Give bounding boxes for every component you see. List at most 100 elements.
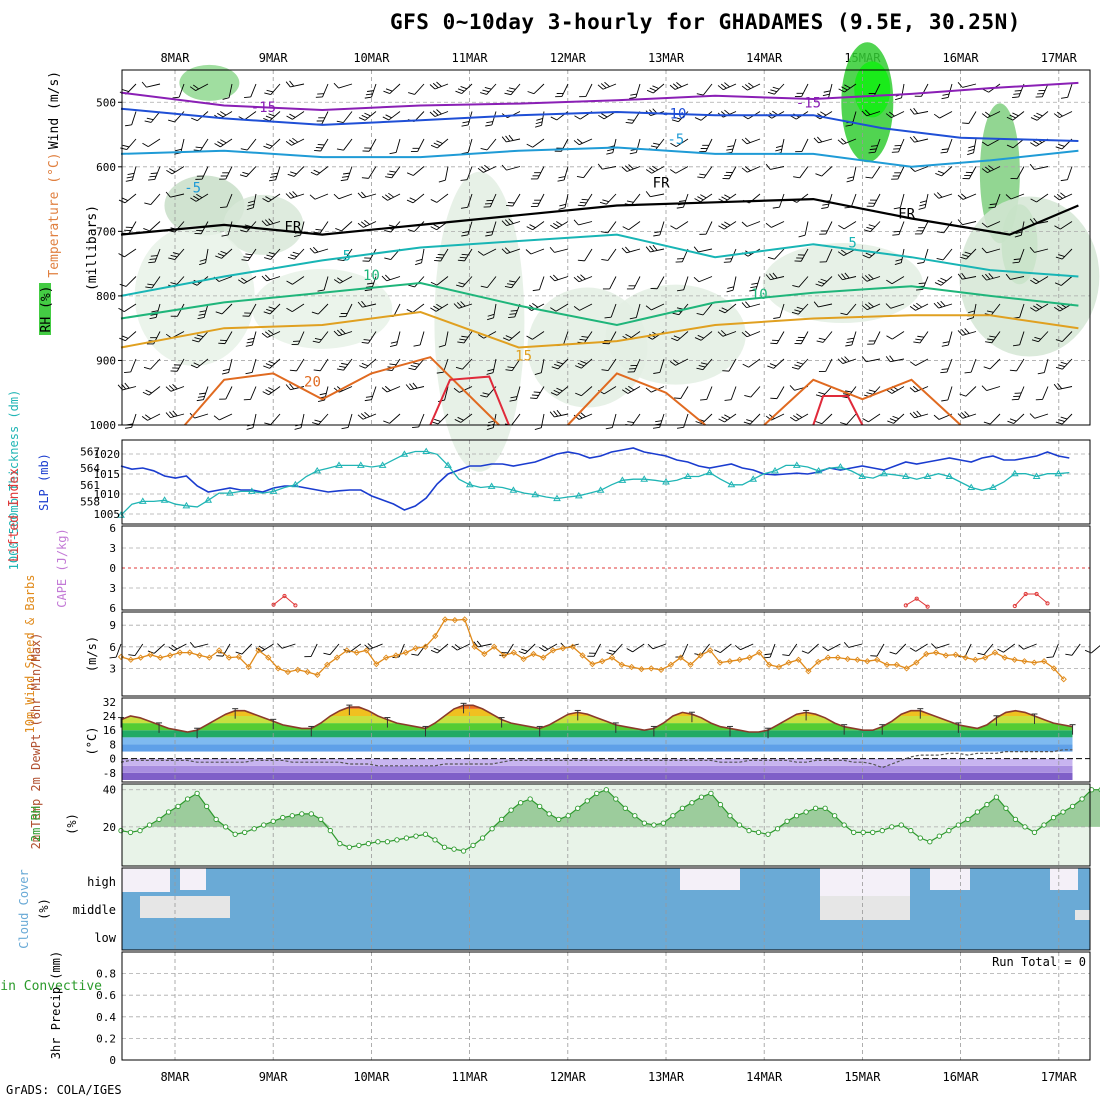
wind-barb xyxy=(645,165,665,174)
wind-speed-marker xyxy=(638,665,645,673)
date-label-top: 9MAR xyxy=(259,51,289,65)
thickness-marker xyxy=(335,461,343,468)
thickness-marker xyxy=(226,489,234,496)
wind-barb xyxy=(172,83,185,99)
wind-barb xyxy=(143,221,161,232)
wind-barb xyxy=(652,413,665,429)
wind-barb xyxy=(861,356,881,363)
wind-barb xyxy=(1060,83,1073,99)
rh-marker xyxy=(613,796,619,802)
wind-speed-marker xyxy=(913,659,920,666)
wind-barb xyxy=(286,303,305,313)
wind-speed-marker xyxy=(353,649,360,656)
rh-marker xyxy=(261,822,267,828)
temp-band xyxy=(122,765,1073,773)
isotherm-25 xyxy=(429,375,510,426)
slp-tick-label: 1020 xyxy=(94,448,121,461)
wind-barb xyxy=(501,247,521,254)
wind-barb xyxy=(357,411,377,420)
rh-marker xyxy=(270,818,276,824)
wind-barb xyxy=(1011,386,1025,401)
wind-barb xyxy=(959,248,977,260)
surface-wind-barb xyxy=(782,643,798,657)
surface-wind-barb xyxy=(128,643,144,657)
axis-label-2m-rh: 2m RH xyxy=(29,806,43,842)
rh-marker xyxy=(841,822,847,828)
thickness-marker xyxy=(814,466,823,474)
thickness-marker xyxy=(313,466,322,474)
wind-barb xyxy=(577,193,593,207)
wind-barb xyxy=(165,410,185,419)
wind-barb xyxy=(645,191,665,198)
date-label-top: 8MAR xyxy=(161,51,191,65)
wind-barb xyxy=(837,138,857,145)
date-label-top: 11MAR xyxy=(452,51,489,65)
wind-barb xyxy=(501,111,521,119)
wind-barb xyxy=(383,83,401,94)
wind-speed-marker xyxy=(589,660,596,668)
wind-barb xyxy=(335,221,353,232)
axis-label-temperature: Temperature (°C) xyxy=(47,152,62,277)
wind-barb xyxy=(767,248,785,260)
wind-barb xyxy=(310,166,329,176)
surface-wind-barb xyxy=(147,643,165,654)
surface-wind-barb xyxy=(931,643,950,649)
rh-tick-label: 40 xyxy=(103,784,116,797)
wind-barb xyxy=(886,331,905,340)
surface-wind-barb xyxy=(392,643,405,658)
wind-speed-marker xyxy=(530,650,537,658)
wind-barb xyxy=(981,272,1001,281)
wind-barb xyxy=(696,303,713,316)
wind-barb xyxy=(573,412,593,420)
wind-barb xyxy=(340,166,353,182)
wind-barb xyxy=(220,193,233,208)
wind-barb xyxy=(699,138,713,153)
wind-barb xyxy=(405,382,425,391)
wind-barb xyxy=(487,303,497,321)
wind-barb xyxy=(262,386,281,396)
wind-barb xyxy=(461,138,473,155)
rh-marker xyxy=(232,831,238,837)
wind-barb xyxy=(196,386,209,402)
rh-marker xyxy=(1022,824,1028,830)
wind-barb xyxy=(885,111,905,119)
wind-barb xyxy=(604,303,617,319)
wind-barb xyxy=(795,138,809,153)
contour-label: FR xyxy=(653,175,670,191)
wind-barb xyxy=(863,221,881,233)
chart-title: GFS 0~10day 3-hourly for GHADAMES (9.5E,… xyxy=(390,10,1021,34)
rh-marker xyxy=(498,816,505,823)
rh-marker xyxy=(584,798,590,804)
panel-frame-temp xyxy=(121,697,1091,783)
wind-barb xyxy=(742,111,761,120)
wind-barb xyxy=(646,83,665,94)
axis-label-millibars: (millibars) xyxy=(85,205,100,291)
wind-tick-label: 9 xyxy=(109,619,116,632)
wind-barb xyxy=(1031,331,1049,343)
wind-barb xyxy=(527,83,545,95)
rh-marker xyxy=(822,805,828,811)
rh-marker xyxy=(670,813,676,819)
cloud-cover-fill xyxy=(122,868,1090,950)
wind-speed-marker xyxy=(304,668,311,676)
rh-marker xyxy=(641,820,647,826)
rh-marker xyxy=(736,822,743,828)
wind-barb xyxy=(838,221,857,230)
wind-barb xyxy=(149,303,161,320)
wind-speed-marker xyxy=(274,665,282,672)
wind-barb xyxy=(726,276,737,293)
wind-barb xyxy=(480,276,497,288)
contour-label: 20 xyxy=(304,374,321,390)
wind-barb xyxy=(722,166,737,180)
wind-barb xyxy=(362,248,377,262)
wind-barb xyxy=(773,303,785,319)
wind-barb xyxy=(381,274,401,282)
wind-speed-marker xyxy=(491,643,498,650)
wind-barb xyxy=(557,166,569,182)
slp-tick-label: 1010 xyxy=(94,488,121,501)
wind-barb xyxy=(408,358,425,371)
date-label-bottom: 12MAR xyxy=(550,1070,587,1084)
wind-barb xyxy=(430,138,449,149)
wind-speed-marker xyxy=(481,650,488,658)
wind-speed-marker xyxy=(579,652,586,659)
